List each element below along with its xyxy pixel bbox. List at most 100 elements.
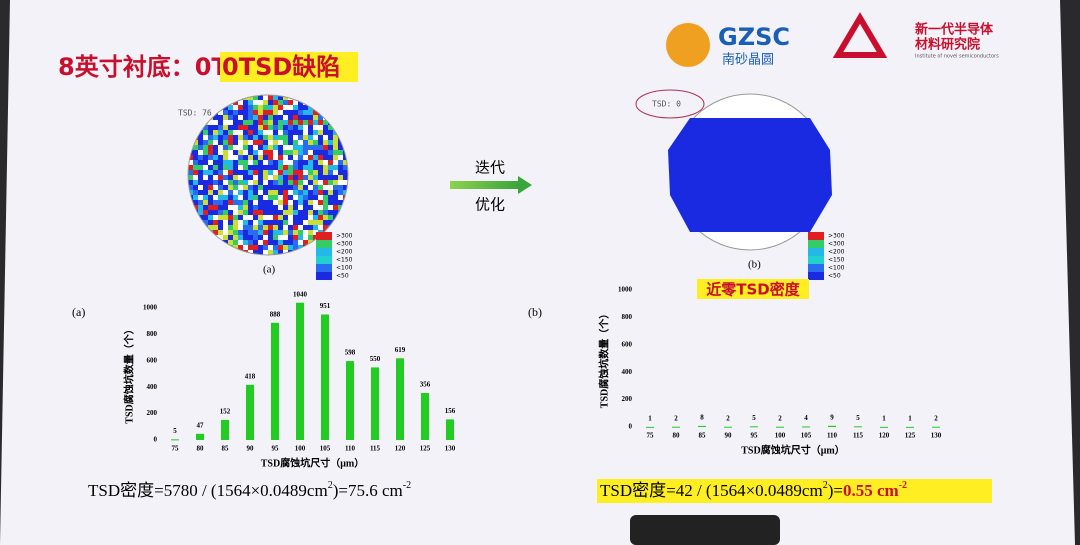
- wafer-cell: [233, 100, 238, 105]
- wafer-cell: [198, 165, 203, 170]
- wafer-cell: [223, 220, 228, 225]
- arrow-head: [518, 176, 532, 194]
- wafer-cell: [228, 185, 233, 190]
- wafer-cell: [223, 190, 228, 195]
- bar: [646, 426, 654, 428]
- wafer-cell: [273, 250, 278, 255]
- logo-brand: GZSC: [718, 23, 790, 51]
- wafer-cell: [258, 230, 263, 235]
- wafer-cell: [273, 95, 278, 100]
- wafer-cell: [263, 220, 268, 225]
- wafer-cell: [273, 205, 278, 210]
- wafer-cell: [328, 130, 333, 135]
- wafer-cell: [248, 235, 253, 240]
- wafer-cell: [333, 180, 338, 185]
- wafer-cell: [258, 220, 263, 225]
- wafer-cell: [218, 150, 223, 155]
- wafer-cell: [233, 235, 238, 240]
- wafer-cell: [268, 170, 273, 175]
- wafer-cell: [333, 195, 338, 200]
- wafer-cell: [233, 230, 238, 235]
- wafer-cell: [238, 205, 243, 210]
- wafer-cell: [218, 235, 223, 240]
- wafer-cell: [248, 220, 253, 225]
- wafer-cell: [218, 175, 223, 180]
- wafer-cell: [293, 200, 298, 205]
- legend-swatch: [808, 248, 824, 256]
- wafer-cell: [238, 105, 243, 110]
- wafer-cell: [258, 235, 263, 240]
- wafer-cell: [313, 215, 318, 220]
- wafer-cell: [253, 240, 258, 245]
- wafer-cell: [253, 160, 258, 165]
- wafer-cell: [258, 245, 263, 250]
- bar: [880, 426, 888, 428]
- wafer-cell: [303, 235, 308, 240]
- wafer-cell: [208, 215, 213, 220]
- wafer-cell: [248, 160, 253, 165]
- y-tick-label: 800: [147, 330, 158, 338]
- x-tick-label: 105: [320, 445, 331, 453]
- wafer-cell: [303, 205, 308, 210]
- bar: [396, 358, 404, 440]
- wafer-cell: [188, 155, 193, 160]
- value-label: 2: [726, 414, 730, 422]
- wafer-cell: [203, 160, 208, 165]
- wafer-cell: [308, 110, 313, 115]
- wafer-cell: [303, 190, 308, 195]
- wafer-cell: [208, 200, 213, 205]
- wafer-cell: [308, 190, 313, 195]
- wafer-cell: [298, 175, 303, 180]
- wafer-cell: [253, 230, 258, 235]
- wafer-cell: [243, 200, 248, 205]
- wafer-cell: [333, 135, 338, 140]
- wafer-cell: [208, 220, 213, 225]
- wafer-cell: [343, 170, 348, 175]
- wafer-cell: [283, 115, 288, 120]
- wafer-cell: [273, 195, 278, 200]
- wafer-cell: [343, 180, 348, 185]
- wafer-cell: [283, 180, 288, 185]
- wafer-cell: [318, 165, 323, 170]
- wafer-cell: [283, 240, 288, 245]
- wafer-cell: [233, 225, 238, 230]
- wafer-cell: [318, 120, 323, 125]
- value-label: 550: [370, 355, 381, 363]
- value-label: 951: [320, 302, 331, 310]
- wafer-cell: [228, 115, 233, 120]
- wafer-cell: [338, 140, 343, 145]
- wafer-cell: [253, 205, 258, 210]
- wafer-cell: [278, 230, 283, 235]
- wafer-cell: [218, 145, 223, 150]
- wafer-cell: [193, 145, 198, 150]
- wafer-cell: [288, 100, 293, 105]
- wafer-cell: [258, 140, 263, 145]
- wafer-cell: [288, 200, 293, 205]
- wafer-cell: [238, 145, 243, 150]
- wafer-cell: [188, 190, 193, 195]
- wafer-cell: [273, 210, 278, 215]
- wafer-cell: [198, 150, 203, 155]
- wafer-cell: [313, 165, 318, 170]
- wafer-cell: [268, 135, 273, 140]
- wafer-cell: [308, 115, 313, 120]
- wafer-cell: [303, 185, 308, 190]
- bar: [854, 426, 862, 428]
- wafer-cell: [293, 110, 298, 115]
- y-tick-label: 200: [622, 395, 633, 403]
- wafer-cell: [218, 140, 223, 145]
- wafer-cell: [278, 155, 283, 160]
- wafer-cell: [323, 215, 328, 220]
- wafer-cell: [268, 150, 273, 155]
- wafer-cell: [323, 155, 328, 160]
- wafer-cell: [343, 185, 348, 190]
- wafer-cell: [228, 190, 233, 195]
- wafer-cell: [238, 190, 243, 195]
- wafer-cell: [248, 240, 253, 245]
- wafer-cell: [228, 180, 233, 185]
- wafer-cell: [198, 155, 203, 160]
- x-tick-label: 105: [801, 432, 812, 440]
- wafer-cell: [308, 170, 313, 175]
- wafer-cell: [303, 150, 308, 155]
- wafer-cell: [328, 140, 333, 145]
